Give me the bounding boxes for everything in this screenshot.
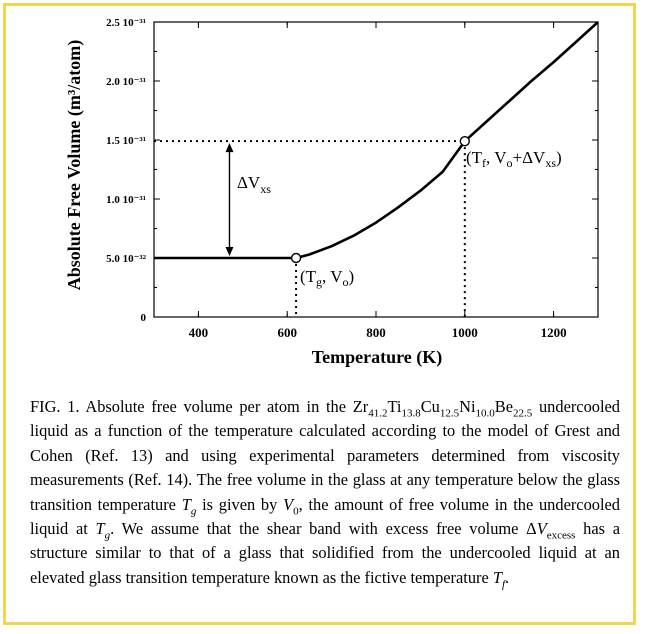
figure-caption: FIG. 1. Absolute free volume per atom in… bbox=[30, 397, 620, 591]
y-tick-label: 1.0 10⁻³¹ bbox=[106, 194, 146, 206]
x-tick-label: 800 bbox=[366, 325, 386, 340]
axes bbox=[153, 21, 599, 318]
y-tick-label: 0 bbox=[141, 312, 147, 324]
series bbox=[154, 21, 599, 260]
y-tick-label: 1.5 10⁻³¹ bbox=[106, 135, 146, 147]
data-point-marker bbox=[459, 135, 470, 147]
x-axis-title: Temperature (K) bbox=[312, 347, 442, 368]
data-point-marker bbox=[290, 252, 302, 264]
figure-frame bbox=[3, 3, 636, 625]
annotation-tf: (Tf, Vo+ΔVxs) bbox=[466, 148, 562, 170]
plot-frame bbox=[153, 21, 599, 318]
x-tick-label: 400 bbox=[189, 325, 209, 340]
x-tick-label: 1000 bbox=[452, 325, 478, 340]
y-tick-label: 2.5 10⁻³¹ bbox=[106, 17, 146, 29]
annotation-delta-v: ΔVxs bbox=[237, 173, 271, 196]
free-volume-line bbox=[154, 21, 599, 260]
delta-v-arrow-head-top bbox=[225, 143, 234, 153]
markers bbox=[290, 135, 470, 264]
x-ticks: 400 600 800 1000 1200 bbox=[189, 22, 567, 340]
annotation-tg: (Tg, Vo) bbox=[300, 267, 354, 289]
y-ticks: 0 5.0 10⁻³² 1.0 10⁻³¹ 1.5 10⁻³¹ 2.0 10⁻³¹ 2.5… bbox=[106, 17, 598, 324]
y-tick-label: 5.0 10⁻³² bbox=[106, 253, 147, 265]
x-tick-label: 600 bbox=[277, 325, 297, 340]
delta-v-arrow-head-bottom bbox=[225, 247, 234, 256]
x-tick-label: 1200 bbox=[541, 325, 567, 340]
chart: 0 5.0 10⁻³² 1.0 10⁻³¹ 1.5 10⁻³¹ 2.0 10⁻³¹ 2.5… bbox=[64, 17, 599, 368]
guide-lines bbox=[154, 140, 466, 317]
y-tick-label: 2.0 10⁻³¹ bbox=[106, 76, 146, 88]
y-axis-title: Absolute Free Volume (m³/atom) bbox=[64, 40, 85, 291]
